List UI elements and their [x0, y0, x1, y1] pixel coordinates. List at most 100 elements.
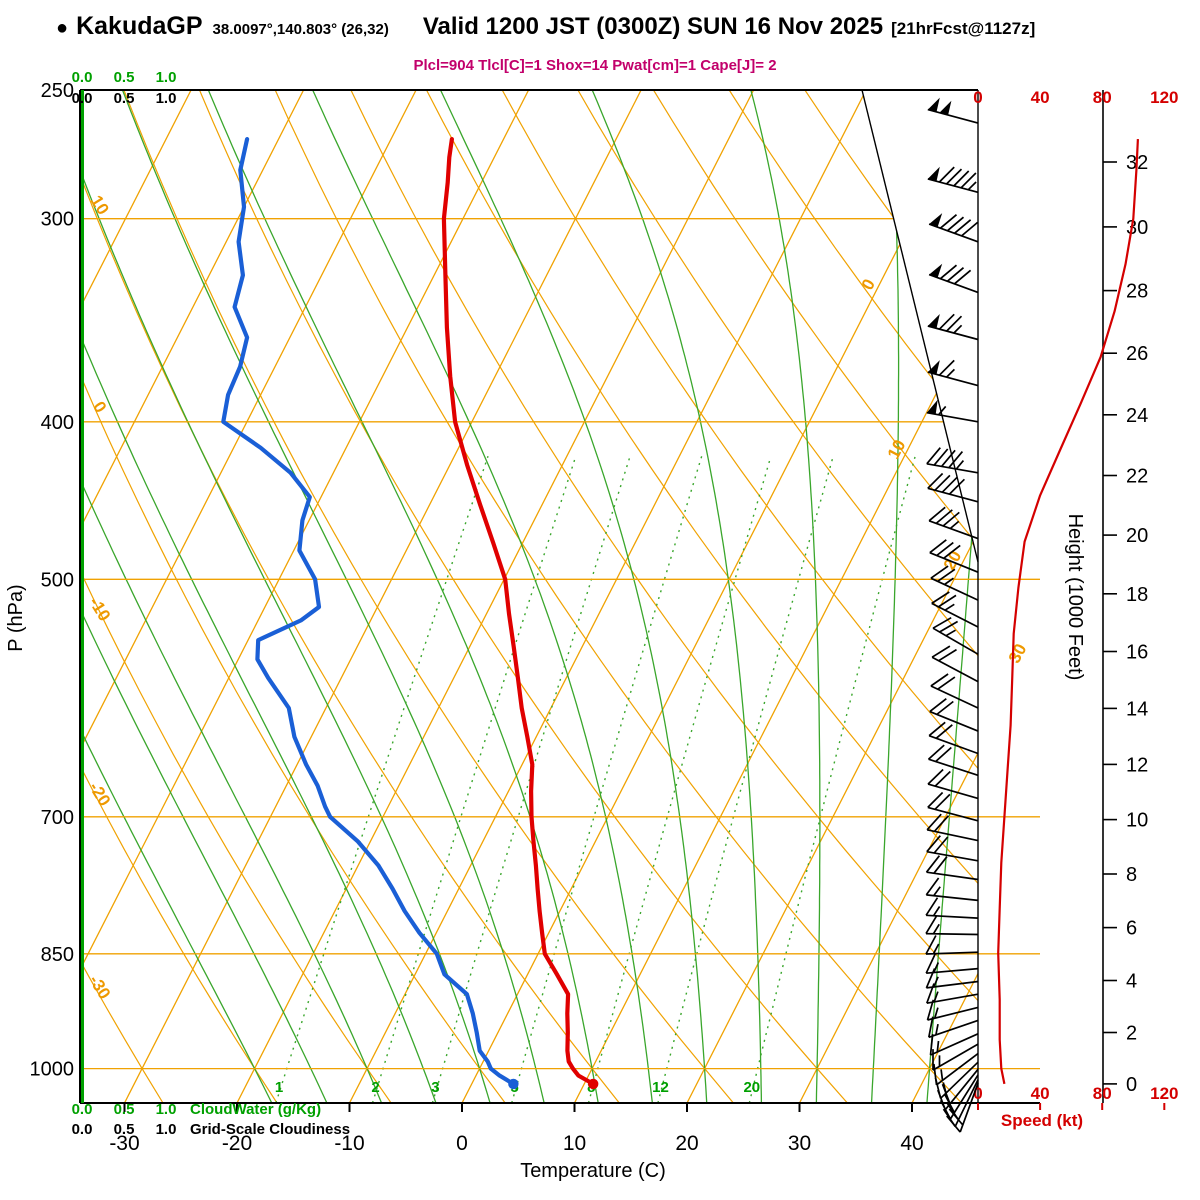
- moist-adiabat-line: [925, 90, 978, 1103]
- speed-tick-label: 120: [1150, 88, 1178, 107]
- wind-barb: [927, 791, 979, 822]
- wind-barb: [927, 166, 979, 194]
- dewpoint-curve: [221, 137, 516, 1086]
- pressure-axis-title: P (hPa): [5, 584, 27, 651]
- wind-barb: [932, 1043, 979, 1071]
- chart-header: ● KakudaGP 38.0097°,140.803° (26,32) Val…: [56, 12, 1035, 41]
- height-tick-label: 10: [1126, 810, 1148, 832]
- wind-barb: [925, 877, 979, 902]
- wind-barb: [925, 897, 979, 919]
- svg-text:0.5: 0.5: [114, 1121, 135, 1138]
- height-tick-label: 2: [1126, 1023, 1137, 1045]
- wind-barb: [927, 744, 979, 777]
- pressure-tick-label: 250: [41, 80, 74, 102]
- wind-barb: [932, 616, 979, 655]
- dry-adiabat-line: [80, 90, 620, 1103]
- isotherm-line: [686, 90, 978, 1103]
- svg-text:0.0: 0.0: [72, 1101, 93, 1118]
- dry-adiabat-line: [501, 90, 978, 1103]
- speed-tick-label: 80: [1093, 88, 1112, 107]
- height-tick-label: 8: [1126, 864, 1137, 886]
- dry-adiabat-line: [577, 90, 978, 1103]
- height-tick-label: 16: [1126, 642, 1148, 664]
- wind-barb: [927, 359, 979, 387]
- height-tick-label: 22: [1126, 466, 1148, 488]
- dry-adiabat-line: [198, 90, 848, 1103]
- height-axis-title: Height (1000 Feet): [1064, 514, 1086, 681]
- temperature-axis-title: Temperature (C): [520, 1160, 666, 1182]
- wind-barb: [930, 565, 979, 601]
- mixing-ratio-line: [657, 456, 834, 1103]
- dry-adiabat-line: [1108, 90, 1200, 1103]
- wind-barb: [928, 213, 979, 243]
- wind-barb: [927, 768, 979, 800]
- dry-adiabat-label: -30: [85, 972, 114, 1003]
- speed-axis-title: Speed (kt): [1001, 1111, 1083, 1130]
- pressure-tick-label: 1000: [30, 1059, 75, 1081]
- speed-tick-label: 40: [1031, 88, 1050, 107]
- cloud-scales: 0.0 0.0 0.0 0.0 0.5 0.5 0.5 0.5 1.0 1.0 1.0 1.0 Clou…: [72, 69, 350, 1138]
- height-tick-label: 26: [1126, 343, 1148, 365]
- wind-barb: [929, 1033, 979, 1056]
- wind-barb: [927, 1016, 979, 1039]
- wind-barb: [926, 399, 979, 423]
- surface-dewpoint-dot: [508, 1078, 519, 1090]
- svg-text:0.0: 0.0: [72, 1121, 93, 1138]
- wind-barb: [927, 313, 979, 341]
- moist-adiabat-line: [589, 90, 763, 1103]
- temperature-tick-label: -20: [222, 1132, 252, 1155]
- station-coords: 38.0097°,140.803° (26,32): [212, 21, 389, 38]
- temperature-tick-label: 10: [563, 1132, 586, 1155]
- moist-adiabat-line: [80, 90, 332, 1103]
- isotherm-line: [461, 90, 978, 1103]
- svg-text:1.0: 1.0: [156, 69, 177, 86]
- temperature-tick-label: 30: [788, 1132, 811, 1155]
- wind-barb: [926, 447, 979, 474]
- mixing-ratio-label: 2: [371, 1079, 379, 1096]
- height-tick-label: 14: [1126, 698, 1148, 720]
- dry-adiabat-line: [80, 90, 392, 1103]
- station-name: KakudaGP: [76, 12, 203, 40]
- svg-text:0.0: 0.0: [72, 90, 93, 107]
- temperature-tick-label: 20: [675, 1132, 698, 1155]
- isotherm-line: [80, 90, 192, 1103]
- speed-tick-label: 120: [1150, 1084, 1178, 1103]
- pressure-tick-label: 850: [41, 944, 74, 966]
- temperature-tick-label: -10: [334, 1132, 364, 1155]
- moist-adiabat-line: [870, 90, 900, 1103]
- pressure-tick-label: 300: [41, 209, 74, 231]
- wind-barb: [926, 983, 979, 1005]
- height-tick-label: 12: [1126, 754, 1148, 776]
- wind-barb: [927, 97, 979, 124]
- isotherm-line: [80, 90, 305, 1103]
- dry-adiabat-line: [652, 90, 978, 1103]
- wind-barb: [925, 968, 979, 989]
- station-bullet-icon: ●: [56, 17, 69, 39]
- wind-barb: [926, 835, 979, 862]
- wind-barb: [925, 915, 979, 936]
- svg-text:1.0: 1.0: [156, 1101, 177, 1118]
- wind-barb: [928, 263, 979, 294]
- svg-text:0.5: 0.5: [114, 1101, 135, 1118]
- speed-tick-label: 0: [973, 1084, 982, 1103]
- dry-adiabat-line: [1183, 90, 1200, 1103]
- surface-temperature-dot: [588, 1078, 599, 1090]
- temperature-tick-label: 40: [900, 1132, 923, 1155]
- wind-speed-curve: [997, 139, 1139, 1085]
- mixing-ratio-label: 1: [275, 1079, 283, 1096]
- temperature-tick-label: -30: [109, 1132, 139, 1155]
- isotherm-label: 10: [884, 437, 910, 463]
- isotherm-line: [348, 90, 867, 1103]
- temperature-curve: [441, 137, 596, 1086]
- dry-adiabat-line: [350, 90, 978, 1103]
- wind-barb: [928, 721, 979, 755]
- valid-time: Valid 1200 JST (0300Z) SUN 16 Nov 2025: [422, 13, 884, 40]
- dry-adiabat-line: [80, 90, 278, 1103]
- mixing-ratio-label: 3: [431, 1079, 439, 1096]
- mixing-ratio-line: [748, 456, 916, 1103]
- temperature-tick-label: 0: [456, 1132, 468, 1155]
- wind-barb: [930, 673, 979, 709]
